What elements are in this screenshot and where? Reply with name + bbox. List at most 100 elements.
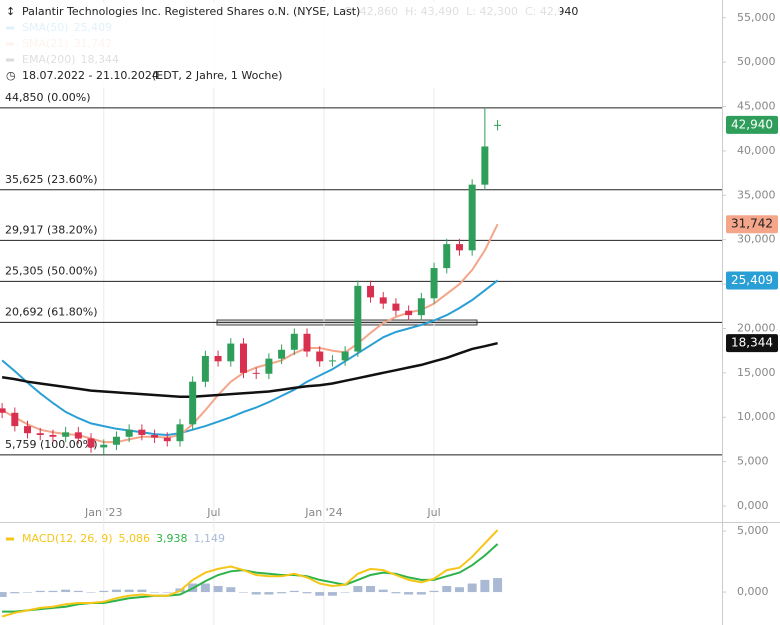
histogram-bar [327, 592, 337, 596]
histogram-bar [200, 583, 210, 593]
y-tick-label: 50,000 [737, 55, 776, 68]
histogram-bar [391, 592, 401, 594]
histogram-bar [302, 592, 312, 594]
histogram-bar [137, 589, 147, 593]
clock-icon: ◷ [6, 69, 16, 82]
x-tick-label: Jan '23 [84, 506, 122, 519]
price-badge-label: 31,742 [731, 217, 773, 231]
histogram-bar [99, 590, 109, 593]
candle-body [176, 424, 184, 442]
macd-line [2, 543, 499, 613]
fib-label: 25,305 (50.00%) [5, 264, 98, 277]
candle-body [303, 333, 311, 352]
fib-label: 35,625 (23.60%) [5, 173, 98, 186]
candle-body [328, 360, 336, 362]
histogram-bar [493, 578, 503, 593]
candle-body [430, 268, 438, 299]
candle-body [100, 444, 108, 448]
candle-body [239, 343, 247, 373]
histogram-bar [467, 583, 477, 593]
y-tick-label: 40,000 [737, 144, 776, 157]
candle-body [468, 184, 476, 251]
histogram-bar [454, 587, 464, 593]
candle-body [290, 333, 298, 350]
histogram-bar [340, 592, 350, 593]
candle-body [278, 349, 286, 359]
candle-body [252, 372, 260, 374]
y-tick-label: 0,000 [737, 585, 769, 598]
x-tick-label: Jul [206, 506, 220, 519]
histogram-bar [150, 592, 160, 593]
candle-body [125, 429, 133, 437]
y-tick-label: 5,000 [737, 455, 769, 468]
histogram-bar [213, 585, 223, 593]
price-badge-label: 25,409 [731, 273, 773, 287]
x-tick-label: Jan '24 [304, 506, 342, 519]
legend-name: MACD(12, 26, 9) [22, 532, 113, 545]
y-tick-label: 45,000 [737, 100, 776, 113]
histogram-bar [48, 590, 58, 593]
candle-body [11, 412, 19, 427]
candle-body [36, 433, 44, 435]
candle-body [392, 303, 400, 311]
candle-body [455, 244, 463, 251]
background-layer [103, 0, 726, 625]
indicator-line [1, 223, 499, 444]
candle-body [443, 244, 451, 269]
histogram-bar [162, 592, 172, 593]
fib-label: 20,692 (61.80%) [5, 305, 98, 318]
indicator-line [1, 279, 499, 437]
candle-body [49, 434, 57, 437]
histogram-bar [73, 590, 83, 593]
legend-value: 3,938 [156, 532, 188, 545]
legend-box [0, 2, 560, 88]
histogram-bar [23, 592, 33, 593]
candle-body [367, 285, 375, 298]
y-tick-label: 5,000 [737, 524, 769, 537]
fib-label: 29,917 (38.20%) [5, 223, 98, 236]
price-badge-label: 42,940 [731, 117, 773, 131]
candle-body [214, 355, 222, 362]
fib-label: 44,850 (0.00%) [5, 91, 91, 104]
x-tick-label: Jul [426, 506, 440, 519]
candle-body [163, 437, 171, 442]
y-tick-label: 0,000 [737, 499, 769, 512]
candle-body [417, 298, 425, 316]
histogram-bar [61, 589, 71, 593]
candle-body [24, 426, 32, 434]
y-tick-label: 55,000 [737, 11, 776, 24]
histogram-bar [353, 585, 363, 593]
y-tick-label: 35,000 [737, 188, 776, 201]
histogram-bar [86, 592, 96, 593]
candle-body [138, 429, 146, 435]
candle-body [189, 381, 197, 425]
macd-line [1, 529, 499, 618]
histogram-bar [251, 592, 261, 595]
candle-body [481, 146, 489, 185]
histogram-bar [404, 592, 414, 595]
histogram-bar [124, 589, 134, 593]
price-badge [726, 334, 778, 353]
candle-body [354, 285, 362, 352]
candle-body [316, 351, 324, 362]
candle-body [151, 434, 159, 438]
histogram-bar [10, 592, 20, 594]
candle-body [112, 436, 120, 445]
histogram-bar [366, 585, 376, 593]
histogram-bar [264, 592, 274, 595]
histogram-bar [111, 589, 121, 593]
price-badge [726, 215, 778, 234]
histogram-bar [238, 592, 248, 593]
histogram-bar [226, 587, 236, 593]
foreground-layer: 0,0005,00010,00015,00020,00025,00030,000… [0, 5, 778, 618]
candle-body [74, 432, 82, 439]
date-range: 18.07.2022 - 21.10.2024 [22, 69, 159, 82]
histogram-bar [480, 579, 490, 593]
legend-value: 1,149 [194, 532, 226, 545]
y-tick-label: 10,000 [737, 410, 776, 423]
candle-body [87, 438, 95, 448]
histogram-bar [277, 592, 287, 594]
range-note: (EDT, 2 Jahre, 1 Woche) [152, 69, 282, 82]
candle-body [227, 343, 235, 362]
histogram-bar [429, 590, 439, 593]
